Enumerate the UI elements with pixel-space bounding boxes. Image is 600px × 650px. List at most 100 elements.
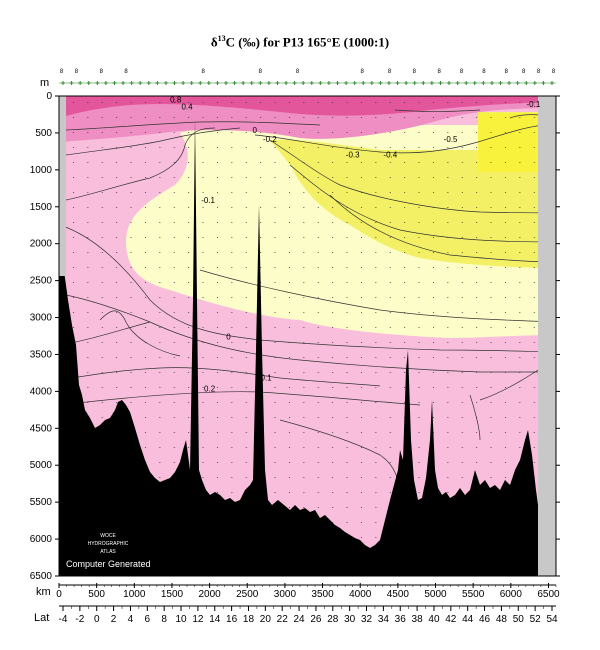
sample-dot — [202, 477, 204, 478]
sample-dot — [505, 267, 506, 268]
sample-dot — [433, 282, 434, 283]
sample-dot — [519, 297, 521, 298]
sample-dot — [101, 282, 103, 283]
sample-dot — [533, 402, 535, 403]
sample-dot — [418, 492, 420, 493]
station-label: 8 — [460, 69, 464, 75]
sample-dot — [245, 192, 247, 193]
sample-dot — [375, 117, 377, 118]
sample-dot — [173, 267, 175, 268]
sample-dot — [389, 162, 391, 163]
sample-dot — [505, 372, 506, 373]
sample-dot — [361, 222, 362, 223]
sample-dot — [519, 372, 521, 373]
sample-dot — [375, 162, 377, 163]
lat-tick-label: 4 — [128, 614, 134, 625]
sample-dot — [476, 132, 478, 133]
sample-dot — [101, 132, 103, 133]
sample-dot — [317, 432, 319, 433]
sample-dot — [303, 177, 305, 178]
sample-dot — [375, 327, 377, 328]
x-tick-label: 2500 — [236, 589, 259, 600]
sample-dot — [505, 357, 506, 358]
sample-dot — [533, 387, 535, 388]
contour-labels: -0.1 0 -0.2 -0.5 -0.3 -0.4 -0.1 0 0.1 0.2 0.80.4 — [170, 96, 541, 394]
sample-dot — [418, 477, 420, 478]
sample-dot — [346, 147, 348, 148]
sample-dot — [332, 252, 334, 253]
contour-line — [289, 164, 556, 243]
sample-dot — [461, 477, 463, 478]
sample-dot — [505, 102, 506, 103]
sample-dot — [332, 507, 334, 508]
sample-dot — [361, 297, 362, 298]
station-label: 8 — [522, 69, 526, 75]
sample-dot — [461, 147, 463, 148]
y-tick-label: 4500 — [30, 423, 53, 434]
lat-tick-label: 14 — [209, 614, 221, 625]
sample-dot — [116, 192, 118, 193]
sample-dot — [490, 267, 492, 268]
sample-dot — [217, 207, 218, 208]
lat-tick-label: 18 — [243, 614, 255, 625]
sample-dot — [433, 417, 434, 418]
sample-dot — [404, 192, 406, 193]
sample-dot — [130, 327, 132, 328]
sample-dot — [317, 102, 319, 103]
station-label: 8 — [552, 69, 556, 75]
sample-dot — [145, 252, 146, 253]
sample-dot — [159, 147, 161, 148]
sample-dot — [274, 492, 276, 493]
sample-dot — [476, 267, 478, 268]
sample-dot — [159, 117, 161, 118]
sample-dot — [87, 252, 89, 253]
sample-dot — [159, 132, 161, 133]
sample-dot — [274, 327, 276, 328]
sample-dot — [447, 312, 449, 313]
sample-dot — [217, 357, 218, 358]
sample-dot — [245, 297, 247, 298]
watermark-woce: WOCE — [100, 533, 116, 539]
sample-dot — [533, 342, 535, 343]
sample-dot — [490, 462, 492, 463]
sample-dot — [519, 132, 521, 133]
contour-line — [199, 269, 556, 323]
sample-dot — [188, 327, 190, 328]
sample-dot — [418, 237, 420, 238]
x-tick-label: 3500 — [311, 589, 334, 600]
sample-dot — [389, 267, 391, 268]
sample-dot — [490, 432, 492, 433]
sample-dot — [130, 282, 132, 283]
sample-dot — [361, 147, 362, 148]
sample-dot — [173, 117, 175, 118]
sample-dot — [505, 447, 506, 448]
sample-dot — [274, 432, 276, 433]
sample-dot — [145, 222, 146, 223]
sample-dot — [303, 147, 305, 148]
sample-dot — [404, 357, 406, 358]
seafloor-bathymetry — [59, 120, 544, 576]
sample-dot — [274, 117, 276, 118]
station-label: 8 — [505, 69, 509, 75]
sample-dot — [303, 222, 305, 223]
sample-dot — [533, 462, 535, 463]
sample-dot — [245, 477, 247, 478]
sample-dot — [404, 207, 406, 208]
sample-dot — [375, 432, 377, 433]
sample-dot — [533, 312, 535, 313]
sample-dot — [404, 387, 406, 388]
sample-dot — [375, 507, 377, 508]
sample-dot — [317, 357, 319, 358]
sample-dot — [202, 417, 204, 418]
sample-dot — [361, 252, 362, 253]
sample-dot — [533, 282, 535, 283]
sample-dot — [159, 237, 161, 238]
sample-dot — [289, 462, 290, 463]
sample-dot — [245, 462, 247, 463]
sample-dot — [346, 522, 348, 523]
sample-dot — [447, 237, 449, 238]
sample-dot — [389, 222, 391, 223]
sample-dot — [476, 402, 478, 403]
sample-dot — [173, 162, 175, 163]
sample-dot — [173, 222, 175, 223]
